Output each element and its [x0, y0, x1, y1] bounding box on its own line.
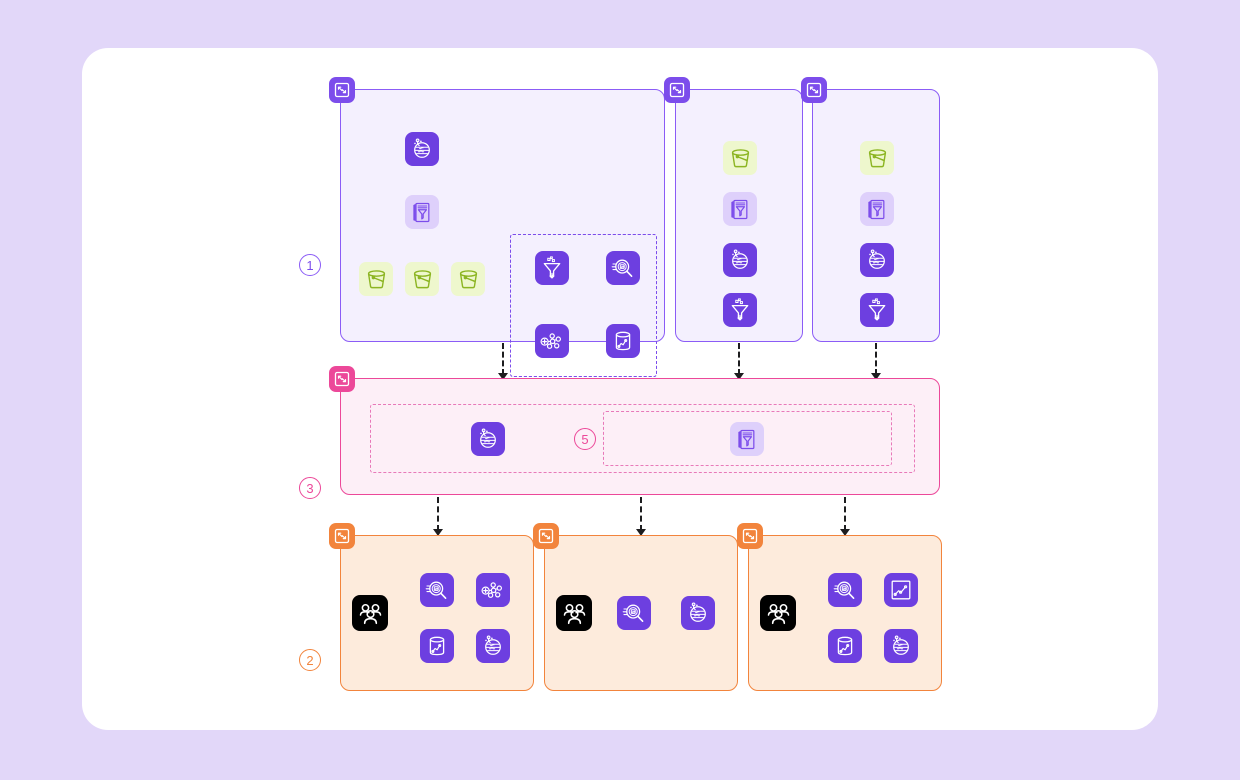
tile-document-filter-icon[interactable] [860, 192, 894, 226]
tile-document-filter-icon[interactable] [730, 422, 764, 456]
tile-data-globe-icon[interactable] [681, 596, 715, 630]
source-domain-panel-1[interactable]: 4 [329, 77, 725, 377]
tile-storage-bucket-icon[interactable] [359, 262, 393, 296]
step-marker-5: 5 [574, 428, 596, 450]
tile-storage-bucket-icon[interactable] [723, 141, 757, 175]
resource-group-icon [329, 77, 355, 103]
resource-group-icon [664, 77, 690, 103]
diagram-card: 1 4 [82, 48, 1158, 730]
governance-panel[interactable]: 5 [329, 366, 940, 495]
tile-users-team-icon[interactable] [556, 595, 592, 631]
source-domain-panel-3[interactable] [801, 77, 940, 342]
tile-database-trend-icon[interactable] [828, 629, 862, 663]
step-marker-3: 3 [299, 477, 321, 499]
tile-document-filter-icon[interactable] [723, 192, 757, 226]
tile-users-team-icon[interactable] [352, 595, 388, 631]
resource-group-icon [801, 77, 827, 103]
resource-group-icon [533, 523, 559, 549]
consumer-panel-3[interactable] [737, 523, 942, 691]
consumer-panel-1[interactable] [329, 523, 534, 691]
tile-funnel-filter-icon[interactable] [535, 251, 569, 285]
tile-database-trend-icon[interactable] [420, 629, 454, 663]
tile-data-search-icon[interactable] [617, 596, 651, 630]
step-marker-1: 1 [299, 254, 321, 276]
tile-funnel-filter-icon[interactable] [723, 293, 757, 327]
source-domain-panel-2[interactable] [664, 77, 803, 342]
resource-group-icon [329, 366, 355, 392]
tile-database-trend-icon[interactable] [606, 324, 640, 358]
tile-data-globe-icon[interactable] [471, 422, 505, 456]
tile-data-globe-icon[interactable] [860, 243, 894, 277]
resource-group-icon [737, 523, 763, 549]
tile-data-search-icon[interactable] [420, 573, 454, 607]
tile-storage-bucket-icon[interactable] [860, 141, 894, 175]
tile-data-globe-icon[interactable] [884, 629, 918, 663]
tile-chart-frame-icon[interactable] [884, 573, 918, 607]
tile-storage-bucket-icon[interactable] [451, 262, 485, 296]
tile-data-globe-icon[interactable] [405, 132, 439, 166]
tile-storage-bucket-icon[interactable] [405, 262, 439, 296]
tile-document-filter-icon[interactable] [405, 195, 439, 229]
tile-data-globe-icon[interactable] [476, 629, 510, 663]
tile-network-graph-icon[interactable] [476, 573, 510, 607]
resource-group-icon [329, 523, 355, 549]
processing-group-box [510, 234, 657, 377]
tile-funnel-filter-icon[interactable] [860, 293, 894, 327]
tile-data-search-icon[interactable] [828, 573, 862, 607]
tile-data-globe-icon[interactable] [723, 243, 757, 277]
step-marker-2: 2 [299, 649, 321, 671]
governance-outer-group [370, 404, 915, 473]
tile-users-team-icon[interactable] [760, 595, 796, 631]
governance-inner-group [603, 411, 892, 466]
tile-data-search-icon[interactable] [606, 251, 640, 285]
consumer-panel-2[interactable] [533, 523, 738, 691]
tile-network-graph-icon[interactable] [535, 324, 569, 358]
